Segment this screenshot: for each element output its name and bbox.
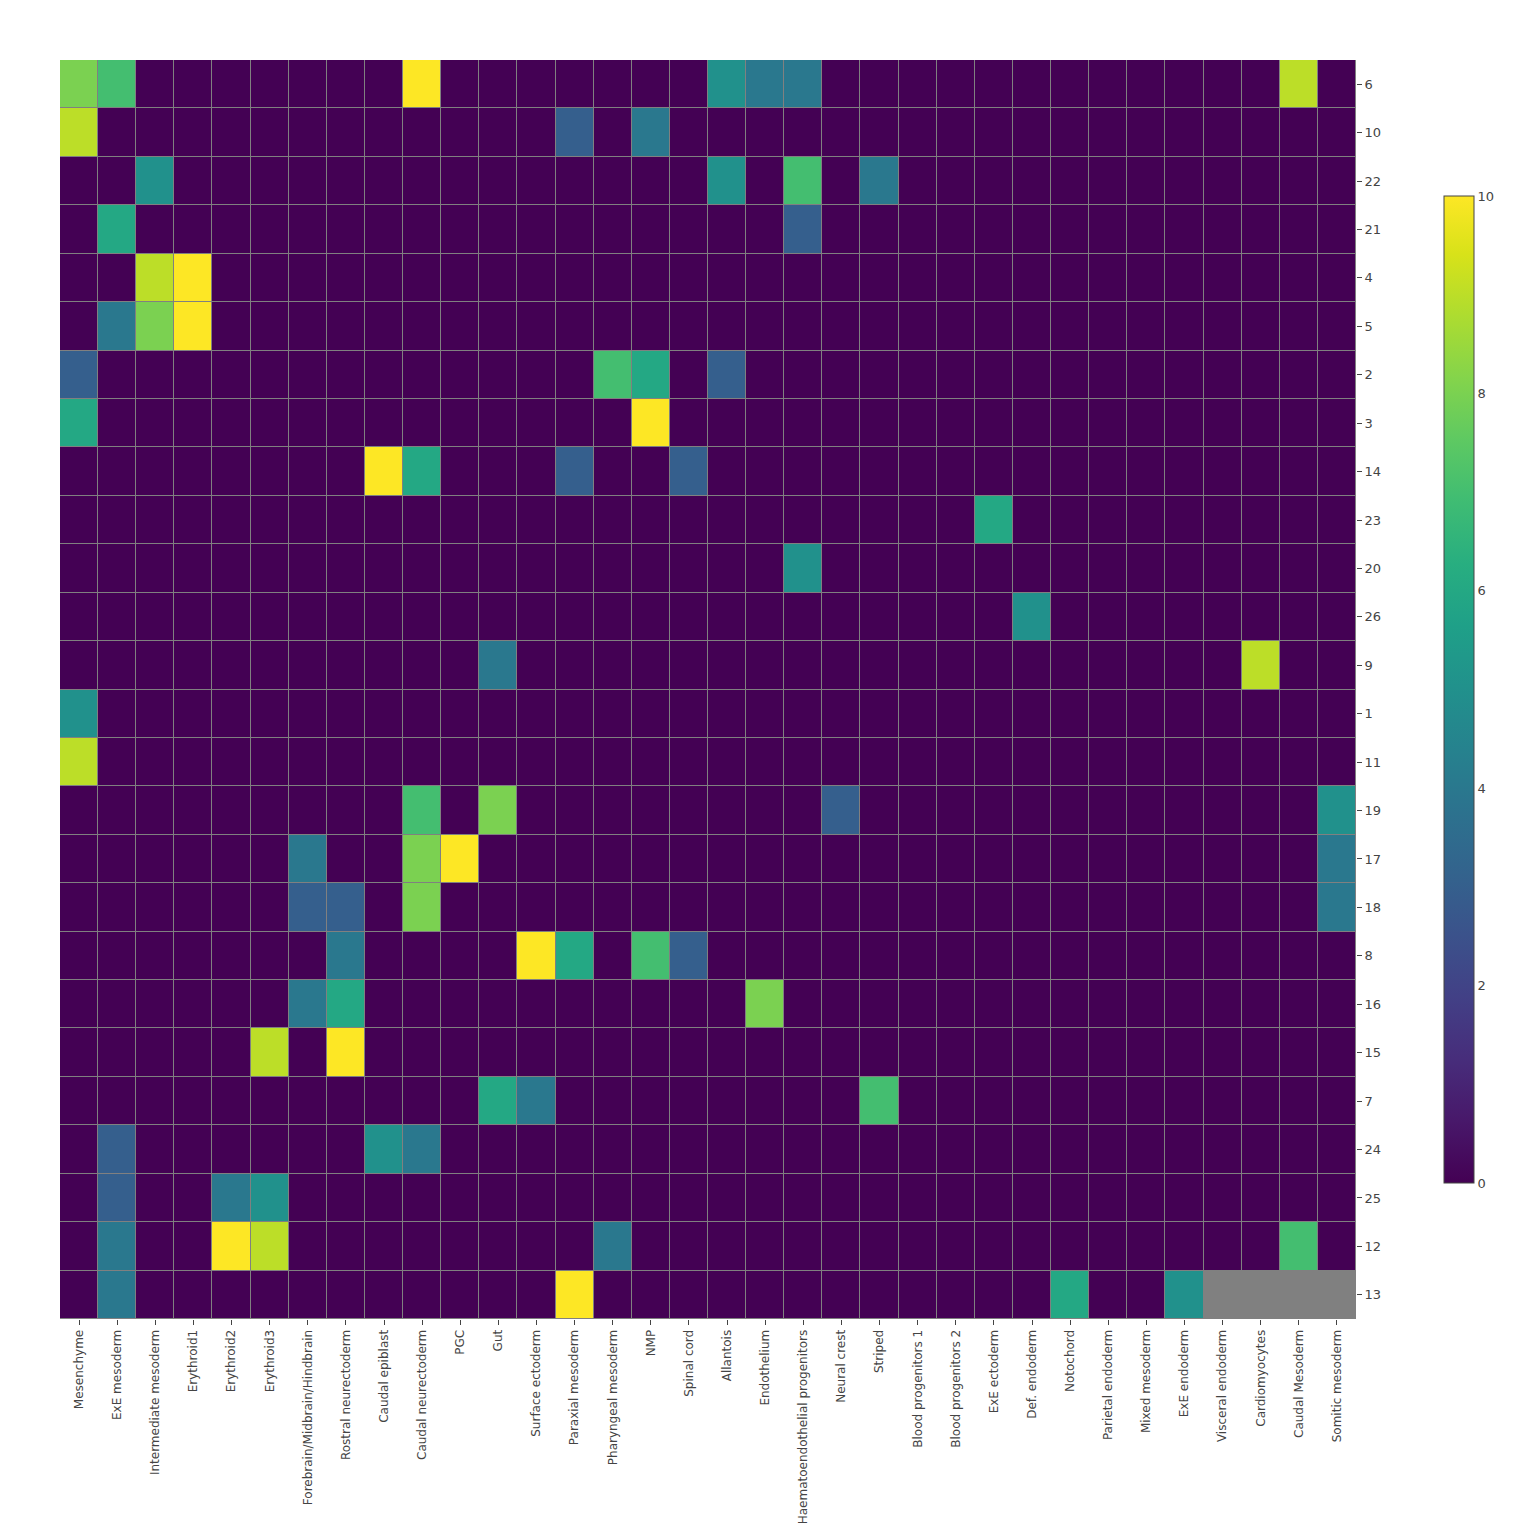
svg-text:23: 23	[1365, 513, 1382, 528]
svg-text:Blood progenitors 1: Blood progenitors 1	[911, 1330, 925, 1448]
svg-text:ExE ectoderm: ExE ectoderm	[987, 1330, 1001, 1414]
svg-text:8: 8	[1365, 948, 1373, 963]
svg-text:6: 6	[1365, 77, 1373, 92]
svg-text:NMP: NMP	[644, 1330, 658, 1357]
svg-text:18: 18	[1365, 900, 1382, 915]
svg-text:26: 26	[1365, 609, 1382, 624]
svg-text:20: 20	[1365, 561, 1382, 576]
svg-text:25: 25	[1365, 1190, 1382, 1205]
svg-text:13: 13	[1365, 1287, 1382, 1302]
svg-text:Erythroid1: Erythroid1	[186, 1330, 200, 1393]
svg-text:Neural crest: Neural crest	[834, 1330, 848, 1403]
svg-text:Parietal endoderm: Parietal endoderm	[1101, 1330, 1115, 1440]
svg-text:0: 0	[1478, 1176, 1486, 1191]
svg-text:2: 2	[1478, 978, 1486, 993]
svg-text:Paraxial mesoderm: Paraxial mesoderm	[567, 1330, 581, 1445]
svg-text:Visceral endoderm: Visceral endoderm	[1215, 1330, 1229, 1442]
svg-text:Erythroid3: Erythroid3	[263, 1330, 277, 1393]
svg-text:10: 10	[1478, 189, 1495, 204]
svg-text:Gut: Gut	[491, 1330, 505, 1352]
svg-text:Endothelium: Endothelium	[758, 1330, 772, 1406]
svg-text:12: 12	[1365, 1239, 1382, 1254]
svg-text:Surface ectoderm: Surface ectoderm	[529, 1330, 543, 1437]
svg-text:Mesenchyme: Mesenchyme	[72, 1330, 86, 1409]
svg-text:Forebrain/Midbrain/Hindbrain: Forebrain/Midbrain/Hindbrain	[301, 1330, 315, 1505]
svg-text:Intermediate mesoderm: Intermediate mesoderm	[148, 1330, 162, 1475]
svg-text:8: 8	[1478, 386, 1486, 401]
svg-text:Rostral neurectoderm: Rostral neurectoderm	[339, 1330, 353, 1460]
svg-text:Caudal epiblast: Caudal epiblast	[377, 1330, 391, 1423]
svg-text:2: 2	[1365, 367, 1373, 382]
svg-text:Mixed mesoderm: Mixed mesoderm	[1139, 1330, 1153, 1433]
svg-text:9: 9	[1365, 658, 1373, 673]
svg-text:10: 10	[1365, 125, 1382, 140]
svg-text:11: 11	[1365, 755, 1382, 770]
svg-text:24: 24	[1365, 1142, 1382, 1157]
svg-text:19: 19	[1365, 803, 1382, 818]
svg-text:Spinal cord: Spinal cord	[682, 1330, 696, 1397]
svg-text:6: 6	[1478, 583, 1486, 598]
svg-text:16: 16	[1365, 997, 1382, 1012]
svg-text:Striped: Striped	[872, 1330, 886, 1373]
svg-text:1: 1	[1365, 706, 1373, 721]
svg-text:Cardiomyocytes: Cardiomyocytes	[1254, 1330, 1268, 1427]
svg-text:Caudal Mesoderm: Caudal Mesoderm	[1292, 1330, 1306, 1438]
svg-text:4: 4	[1365, 270, 1373, 285]
svg-text:7: 7	[1365, 1094, 1373, 1109]
svg-text:Pharyngeal mesoderm: Pharyngeal mesoderm	[606, 1330, 620, 1465]
svg-text:22: 22	[1365, 174, 1382, 189]
svg-text:3: 3	[1365, 416, 1373, 431]
svg-text:PGC: PGC	[453, 1330, 467, 1355]
svg-text:15: 15	[1365, 1045, 1382, 1060]
svg-text:Blood progenitors 2: Blood progenitors 2	[949, 1330, 963, 1448]
svg-text:4: 4	[1478, 781, 1486, 796]
svg-text:21: 21	[1365, 222, 1382, 237]
svg-text:Notochord: Notochord	[1063, 1330, 1077, 1392]
svg-text:Somitic mesoderm: Somitic mesoderm	[1330, 1330, 1344, 1443]
svg-text:Erythroid2: Erythroid2	[224, 1330, 238, 1393]
svg-text:14: 14	[1365, 464, 1382, 479]
svg-text:Caudal neurectoderm: Caudal neurectoderm	[415, 1330, 429, 1460]
svg-text:ExE endoderm: ExE endoderm	[1177, 1330, 1191, 1417]
svg-text:Allantois: Allantois	[720, 1330, 734, 1381]
svg-text:Haematoendothelial progenitors: Haematoendothelial progenitors	[796, 1330, 810, 1524]
svg-text:17: 17	[1365, 852, 1382, 867]
svg-text:ExE mesoderm: ExE mesoderm	[110, 1330, 124, 1420]
svg-text:Def. endoderm: Def. endoderm	[1025, 1330, 1039, 1419]
svg-text:5: 5	[1365, 319, 1373, 334]
